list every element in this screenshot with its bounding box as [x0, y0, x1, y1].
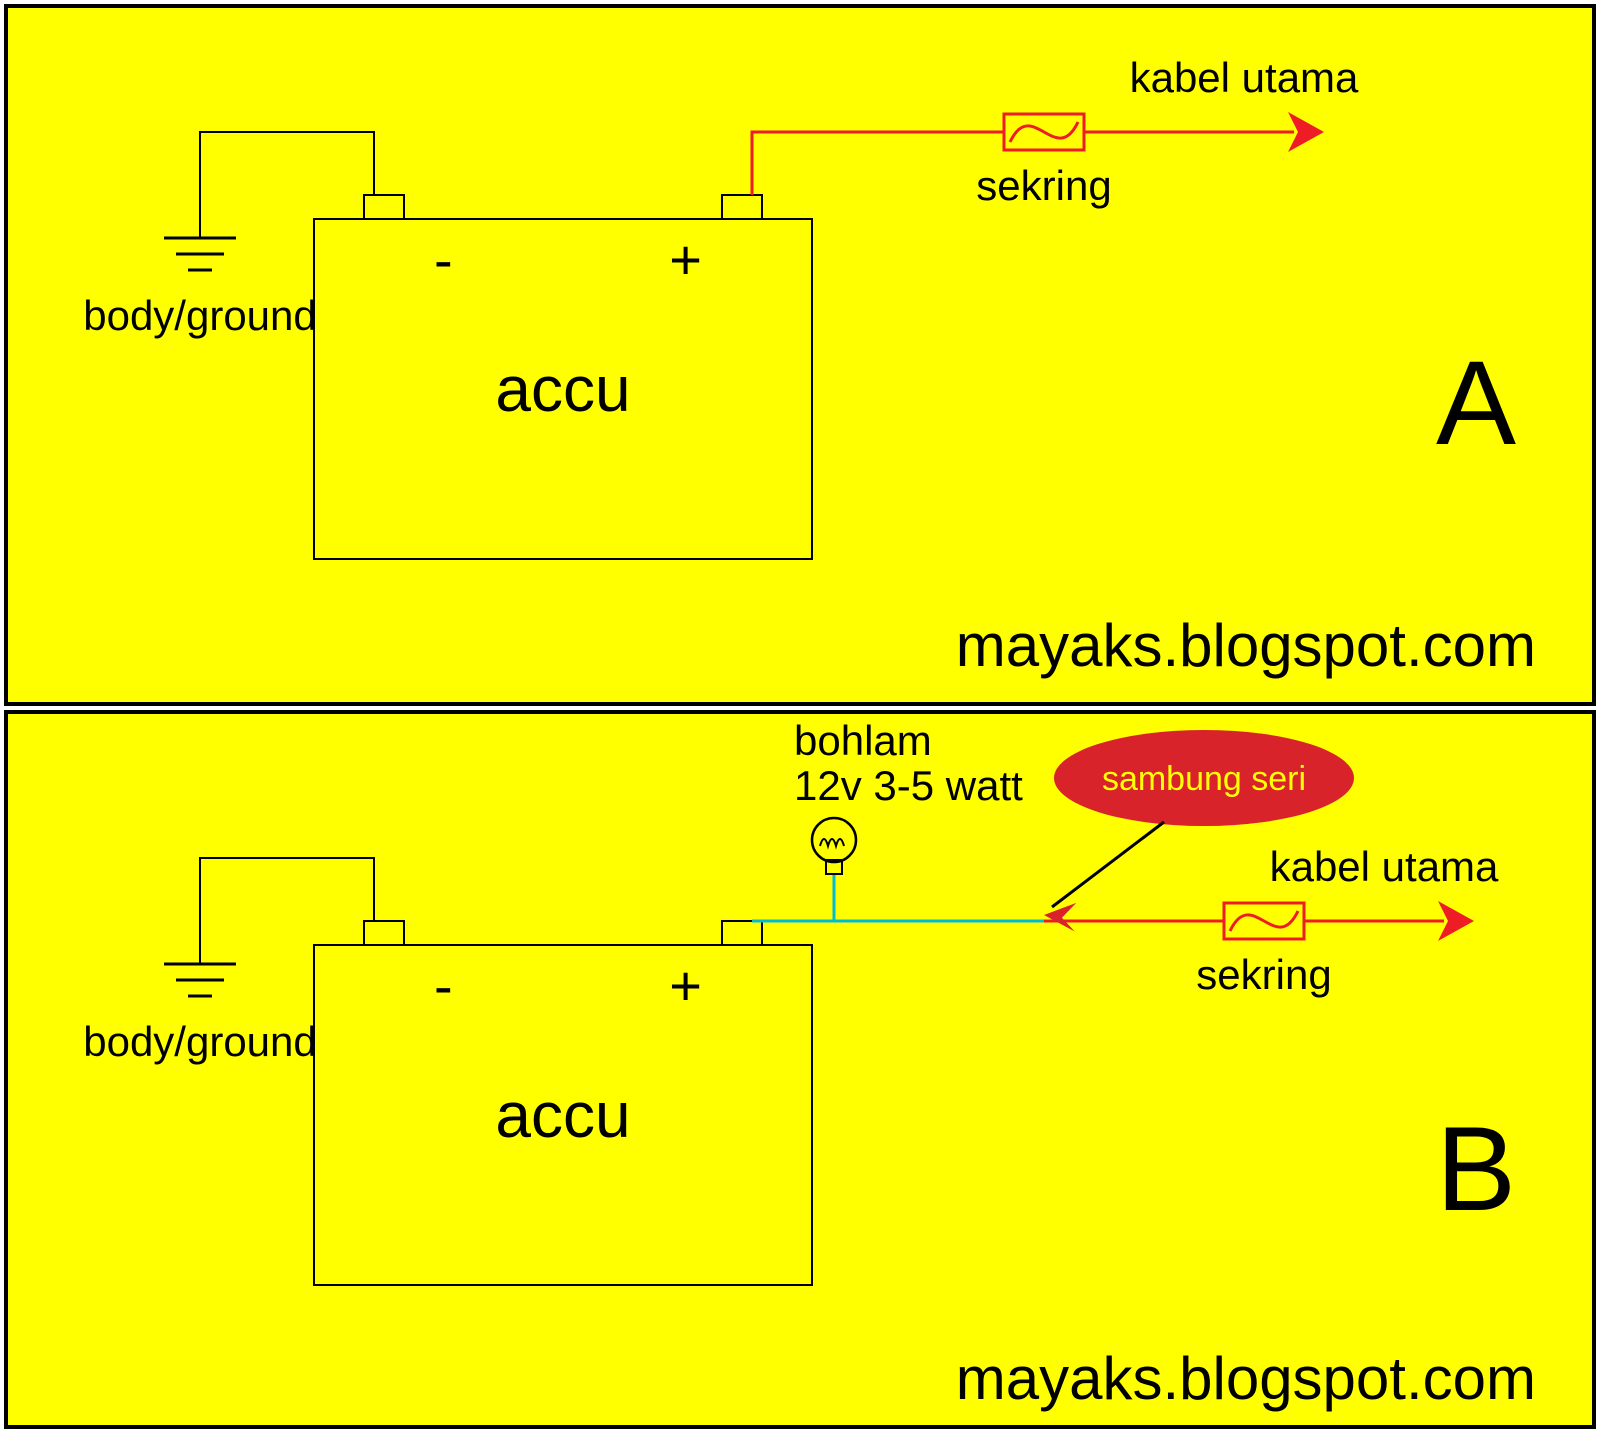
- fuse-label: sekring: [976, 162, 1111, 209]
- bulb-label-line2: 12v 3-5 watt: [794, 762, 1023, 809]
- panel-border: [6, 6, 1594, 704]
- panel-a: - + accu body/ground sekring kabel utama Amaya…: [4, 4, 1596, 706]
- main-cable-label: kabel utama: [1130, 54, 1359, 101]
- battery-plus-label: +: [669, 228, 702, 291]
- panel-border: [6, 712, 1594, 1427]
- battery-minus-label: -: [434, 228, 453, 291]
- ground-label: body/ground: [83, 292, 317, 339]
- diagram-b: - + accu body/ground bohlam12v 3-5 watt sekri…: [4, 710, 1596, 1429]
- main-cable-label: kabel utama: [1270, 843, 1499, 890]
- bulb-label-line1: bohlam: [794, 717, 932, 764]
- diagram-a: - + accu body/ground sekring kabel utama Amaya…: [4, 4, 1596, 706]
- battery-label: accu: [495, 1079, 630, 1151]
- battery-plus-label: +: [669, 954, 702, 1017]
- panel-b: - + accu body/ground bohlam12v 3-5 watt sekri…: [4, 710, 1596, 1429]
- battery-label: accu: [495, 353, 630, 425]
- fuse-label: sekring: [1196, 951, 1331, 998]
- watermark-url: mayaks.blogspot.com: [956, 612, 1536, 679]
- callout-text: sambung seri: [1102, 760, 1306, 798]
- panel-letter: B: [1436, 1102, 1516, 1236]
- ground-label: body/ground: [83, 1018, 317, 1065]
- panel-letter: A: [1436, 336, 1516, 470]
- watermark-url: mayaks.blogspot.com: [956, 1345, 1536, 1412]
- battery-minus-label: -: [434, 954, 453, 1017]
